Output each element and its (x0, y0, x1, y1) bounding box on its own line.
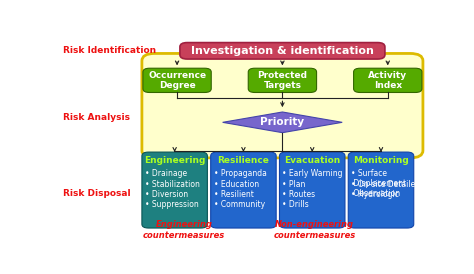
Text: Engineering
countermeasures: Engineering countermeasures (143, 220, 225, 240)
FancyBboxPatch shape (210, 152, 276, 228)
Text: • Community: • Community (214, 200, 265, 209)
FancyBboxPatch shape (354, 68, 422, 93)
Text: Protected
Targets: Protected Targets (257, 71, 308, 90)
Text: • Early Warning: • Early Warning (283, 169, 343, 178)
Text: • Drainage: • Drainage (145, 169, 187, 178)
Text: Priority: Priority (260, 117, 304, 127)
FancyBboxPatch shape (348, 152, 414, 228)
Text: • On-site Detailed
 Observation: • On-site Detailed Observation (351, 179, 420, 198)
Text: Evacuation: Evacuation (284, 156, 340, 165)
Text: • Routes: • Routes (283, 190, 316, 199)
FancyBboxPatch shape (142, 53, 423, 158)
Polygon shape (223, 112, 342, 133)
FancyBboxPatch shape (143, 68, 211, 93)
Text: • Resilient: • Resilient (214, 190, 254, 199)
FancyBboxPatch shape (180, 42, 385, 59)
Text: Monitoring: Monitoring (353, 156, 409, 165)
Text: • Propaganda: • Propaganda (214, 169, 266, 178)
Text: Resilience: Resilience (218, 156, 269, 165)
Text: • Plan: • Plan (283, 179, 306, 189)
Text: • Suppression: • Suppression (145, 200, 199, 209)
Text: Risk Disposal: Risk Disposal (63, 189, 130, 198)
Text: Occurrence
Degree: Occurrence Degree (148, 71, 206, 90)
Text: Activity
Index: Activity Index (368, 71, 407, 90)
Text: • Stabilization: • Stabilization (145, 179, 200, 189)
Text: Investigation & identification: Investigation & identification (191, 46, 374, 56)
FancyBboxPatch shape (280, 152, 345, 228)
Text: Risk Identification: Risk Identification (63, 46, 156, 55)
FancyBboxPatch shape (142, 152, 208, 228)
Text: Risk Analysis: Risk Analysis (63, 113, 130, 122)
FancyBboxPatch shape (248, 68, 317, 93)
Text: • Education: • Education (214, 179, 259, 189)
Text: Engineering: Engineering (144, 156, 205, 165)
Text: • Diversion: • Diversion (145, 190, 188, 199)
Text: • Hydrologic: • Hydrologic (351, 190, 399, 199)
Text: • Surface
 Displacement: • Surface Displacement (351, 169, 406, 188)
Text: • Drills: • Drills (283, 200, 309, 209)
Text: Non-engineering
countermeasures: Non-engineering countermeasures (273, 220, 356, 240)
